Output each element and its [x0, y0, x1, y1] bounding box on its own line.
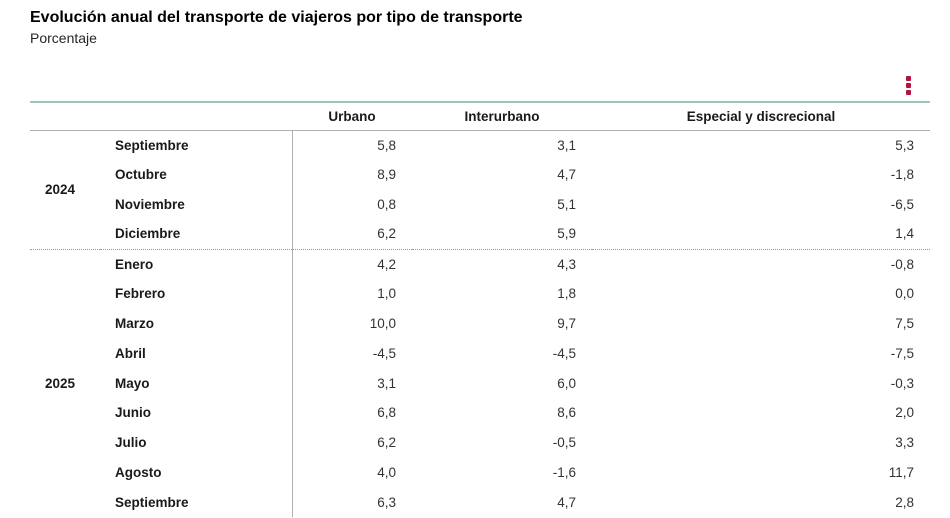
table-row: Agosto 4,0 -1,6 11,7 [30, 457, 930, 488]
month-cell: Enero [100, 248, 292, 279]
value-cell: -6,5 [890, 196, 914, 212]
page-subtitle: Porcentaje [30, 30, 97, 46]
value-cell: 4,0 [291, 457, 412, 488]
month-cell: Julio [115, 435, 147, 451]
year-column-header [30, 101, 100, 131]
value-cell: 9,7 [557, 315, 576, 331]
value-cell: 5,3 [895, 137, 914, 153]
data-table: Urbano Interurbano Especial y discrecion… [30, 101, 930, 517]
table-row: Noviembre 0,8 5,1 -6,5 [30, 189, 930, 220]
page-title: Evolución anual del transporte de viajer… [30, 9, 523, 26]
year-cell: 2024 [45, 182, 76, 198]
table-row: 2024 Septiembre 5,8 3,1 5,3 [30, 130, 930, 197]
table-row: Junio 6,8 8,6 2,0 [30, 397, 930, 428]
value-cell: 11,7 [888, 464, 914, 480]
year-cell: 2025 [30, 248, 100, 517]
value-cell: -1,6 [552, 464, 576, 480]
value-cell: -0,3 [890, 375, 914, 391]
value-cell: 6,0 [557, 375, 576, 391]
value-cell: 5,1 [557, 196, 576, 212]
value-cell: 1,8 [557, 286, 576, 302]
table-row: Febrero 1,0 1,8 0,0 [30, 278, 930, 309]
value-cell: 3,1 [557, 137, 576, 153]
value-cell: -4,5 [552, 345, 576, 361]
value-cell: -4,5 [291, 338, 412, 369]
value-cell: -7,5 [890, 345, 914, 361]
value-cell: 1,4 [895, 226, 914, 242]
table-row: Septiembre 6,3 4,7 2,8 [30, 487, 930, 517]
value-cell: 2,0 [895, 405, 914, 421]
header-row: Urbano Interurbano Especial y discrecion… [30, 101, 930, 131]
table-row: Abril -4,5 -4,5 -7,5 [30, 338, 930, 369]
table-row: Diciembre 6,2 5,9 1,4 [30, 219, 930, 250]
kebab-menu-icon [905, 89, 911, 95]
value-cell: 10,0 [291, 308, 412, 339]
column-header-urbano: Urbano [292, 101, 412, 131]
value-cell: 0,8 [291, 189, 412, 220]
value-cell: 4,3 [412, 248, 592, 279]
value-cell: 4,2 [291, 248, 412, 279]
kebab-menu-icon [905, 82, 911, 88]
month-cell: Noviembre [115, 196, 185, 212]
value-cell: 1,0 [291, 278, 412, 309]
value-cell: 4,7 [557, 167, 576, 183]
column-header-interurbano: Interurbano [412, 101, 592, 131]
value-cell: 3,1 [291, 368, 412, 398]
month-cell: Junio [115, 405, 151, 421]
value-cell: -0,8 [592, 248, 930, 279]
month-cell: Septiembre [115, 494, 189, 510]
month-cell: Diciembre [115, 226, 181, 242]
value-cell: 6,2 [291, 219, 412, 250]
month-cell: Octubre [115, 167, 167, 183]
value-cell: 2,8 [895, 494, 914, 510]
month-column-header [100, 101, 292, 131]
value-cell: 6,3 [291, 487, 412, 517]
month-cell: Septiembre [115, 137, 189, 153]
month-cell: Abril [115, 345, 146, 361]
options-menu-button[interactable] [894, 70, 922, 100]
value-cell: 8,6 [557, 405, 576, 421]
month-cell: Mayo [115, 375, 150, 391]
month-cell: Marzo [115, 315, 155, 331]
table-row: Octubre 8,9 4,7 -1,8 [30, 159, 930, 190]
kebab-menu-icon [905, 75, 911, 81]
table-row: Mayo 3,1 6,0 -0,3 [30, 368, 930, 398]
column-header-especial: Especial y discrecional [592, 101, 930, 131]
value-cell: 6,2 [291, 427, 412, 458]
table-row: Marzo 10,0 9,7 7,5 [30, 308, 930, 339]
value-cell: 5,8 [291, 130, 412, 160]
value-cell: 4,7 [557, 494, 576, 510]
value-cell: 8,9 [291, 159, 412, 190]
value-cell: 0,0 [895, 286, 914, 302]
value-cell: 3,3 [895, 435, 914, 451]
value-cell: 7,5 [895, 315, 914, 331]
table-row: Julio 6,2 -0,5 3,3 [30, 427, 930, 458]
value-cell: 6,8 [291, 397, 412, 428]
table-row: 2025 Enero 4,2 4,3 -0,8 [30, 248, 930, 517]
month-cell: Febrero [115, 286, 166, 302]
month-cell: Agosto [115, 464, 162, 480]
value-cell: -1,8 [890, 167, 914, 183]
value-cell: 5,9 [557, 226, 576, 242]
value-cell: -0,5 [552, 435, 576, 451]
